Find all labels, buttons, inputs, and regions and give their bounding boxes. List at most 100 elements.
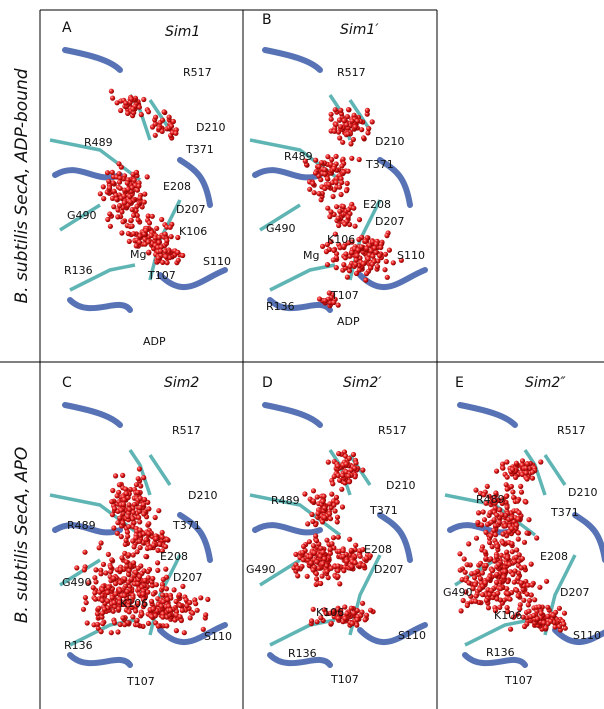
sphere <box>500 461 506 467</box>
sphere <box>130 538 136 544</box>
sphere <box>130 231 137 237</box>
sphere <box>146 220 153 226</box>
sphere <box>337 124 344 130</box>
panel-art <box>49 402 228 668</box>
sphere <box>313 571 319 577</box>
sphere <box>135 565 141 571</box>
residue-label: R136 <box>64 639 93 652</box>
sphere <box>346 479 352 485</box>
sphere <box>331 502 337 508</box>
sphere <box>98 629 104 635</box>
sphere-cluster <box>457 458 568 633</box>
sphere <box>130 614 136 620</box>
sphere <box>356 217 363 223</box>
panel-title: Sim2′ <box>343 375 382 391</box>
sphere <box>365 256 371 262</box>
sphere <box>117 621 123 628</box>
sphere <box>556 605 563 611</box>
sphere <box>369 119 375 125</box>
sphere <box>312 170 319 176</box>
sphere <box>514 587 520 593</box>
sphere <box>348 467 354 473</box>
ribbon <box>252 47 428 313</box>
sphere <box>95 621 101 627</box>
sphere <box>496 561 502 568</box>
sphere <box>348 141 354 147</box>
sphere <box>162 231 168 237</box>
sphere <box>325 205 331 211</box>
sphere <box>329 157 335 163</box>
residue-label: D210 <box>386 479 415 492</box>
residue-label: T107 <box>126 675 155 688</box>
sphere <box>123 486 129 492</box>
sphere <box>364 107 370 113</box>
sphere <box>173 130 179 136</box>
sphere <box>107 211 113 217</box>
sphere <box>315 510 321 517</box>
sphere <box>363 277 369 283</box>
sphere <box>353 542 359 548</box>
sphere <box>128 217 134 223</box>
sphere <box>335 606 341 613</box>
sphere <box>175 257 181 263</box>
sphere <box>361 135 367 141</box>
sphere <box>472 575 478 581</box>
sphere <box>117 203 123 209</box>
sphere <box>113 192 119 198</box>
sphere <box>537 584 543 590</box>
sphere <box>335 463 341 469</box>
sphere <box>481 517 488 523</box>
sphere <box>108 630 114 636</box>
sphere <box>163 254 169 260</box>
sphere <box>500 531 506 537</box>
sphere <box>314 576 320 582</box>
sphere <box>293 551 299 558</box>
sphere <box>328 111 334 117</box>
sphere <box>545 604 551 610</box>
sphere <box>205 596 211 603</box>
residue-label: R489 <box>284 150 313 163</box>
sphere <box>480 592 486 598</box>
sphere <box>349 250 355 256</box>
sphere <box>313 538 320 544</box>
sphere <box>125 514 131 520</box>
sphere <box>314 494 320 500</box>
sphere <box>137 532 143 538</box>
sphere <box>499 512 505 518</box>
sphere <box>347 536 353 542</box>
sphere <box>141 475 147 481</box>
sphere <box>120 219 126 225</box>
sphere <box>160 599 166 605</box>
sphere <box>316 164 322 170</box>
sphere <box>149 598 155 605</box>
sphere <box>154 225 160 231</box>
sphere <box>522 623 528 630</box>
sphere <box>159 534 165 540</box>
residue-label: D210 <box>196 121 225 134</box>
sphere <box>366 126 372 132</box>
sphere <box>505 555 511 561</box>
sphere <box>98 571 104 577</box>
sphere <box>504 504 510 510</box>
sphere <box>526 608 532 614</box>
sphere <box>156 508 162 514</box>
sphere <box>86 580 92 586</box>
sphere <box>117 515 123 521</box>
sphere <box>541 620 547 626</box>
sphere <box>301 543 307 550</box>
sphere <box>333 265 339 271</box>
sphere <box>340 553 346 559</box>
sphere <box>328 209 334 215</box>
residue-label: T107 <box>330 673 359 686</box>
sphere <box>509 526 515 532</box>
sphere <box>328 620 334 626</box>
sphere <box>177 614 183 620</box>
sphere <box>145 589 151 595</box>
sphere-cluster <box>291 449 376 628</box>
sphere <box>333 121 339 127</box>
sphere <box>515 516 521 522</box>
sphere <box>112 506 118 512</box>
residue-label: R489 <box>476 493 505 506</box>
sphere <box>345 207 351 213</box>
sphere <box>314 619 320 625</box>
